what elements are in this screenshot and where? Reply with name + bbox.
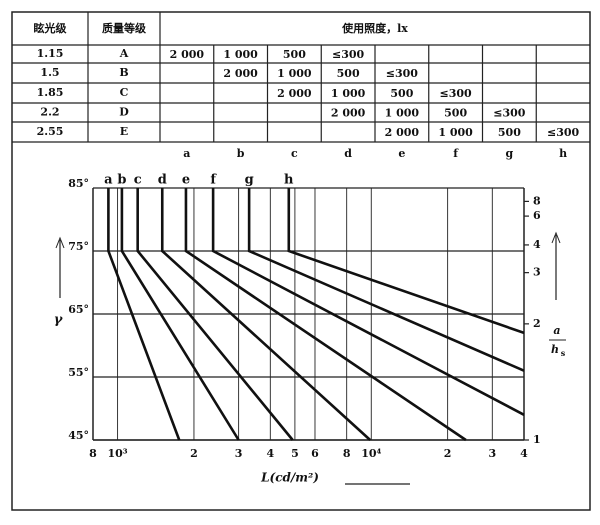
illuminance: 500 xyxy=(337,67,360,80)
column-letter: e xyxy=(398,147,405,160)
x-axis-label: L(cd/m²) xyxy=(260,471,319,485)
y-tick-label: 55° xyxy=(68,366,89,379)
curve xyxy=(247,188,525,372)
column-letter: b xyxy=(237,147,245,160)
column-letter: d xyxy=(344,147,352,160)
illuminance: 2 000 xyxy=(223,67,258,80)
illuminance: ≤300 xyxy=(386,67,419,80)
x-tick-label: 8 xyxy=(89,447,97,460)
curve xyxy=(120,188,240,441)
x-tick-label: 8 xyxy=(343,447,351,460)
y2-tick-label: 4 xyxy=(533,238,541,251)
header: 眩光级 xyxy=(34,21,68,35)
y-tick-label: 65° xyxy=(68,303,89,316)
quality-grade: B xyxy=(119,66,128,79)
illuminance: 500 xyxy=(283,48,306,61)
quality-grade: C xyxy=(120,86,129,99)
curve-label: h xyxy=(284,173,294,188)
frame xyxy=(11,11,591,511)
x-tick-label: 10⁴ xyxy=(361,447,381,460)
arrow-y2-head xyxy=(551,231,561,244)
x-tick-label: 2 xyxy=(444,447,452,460)
y2-label-denominator: h xyxy=(551,343,559,356)
curve xyxy=(211,188,525,416)
y2-tick-label: 3 xyxy=(533,266,541,279)
x-tick-label: 5 xyxy=(291,447,299,460)
illuminance: ≤300 xyxy=(440,87,473,100)
quality-grade: A xyxy=(119,47,129,60)
x-tick-label: 4 xyxy=(266,447,274,460)
x-tick-label: 10³ xyxy=(108,447,128,460)
column-letter: c xyxy=(291,147,298,160)
illuminance: 2 000 xyxy=(277,87,312,100)
x-tick-label: 3 xyxy=(235,447,243,460)
y-tick-label: 45° xyxy=(68,429,89,442)
curve-label: g xyxy=(245,173,254,188)
arrow-y-head xyxy=(55,236,65,249)
column-letter: g xyxy=(506,147,514,160)
curve xyxy=(184,188,467,442)
x-tick-label: 6 xyxy=(311,447,319,460)
illuminance: ≤300 xyxy=(332,48,365,61)
illuminance: 500 xyxy=(444,107,467,120)
column-letter: f xyxy=(453,147,459,160)
column-letter: a xyxy=(183,147,190,160)
illuminance: 2 000 xyxy=(331,107,366,120)
glare-level: 1.85 xyxy=(37,86,64,99)
x-tick-label: 4 xyxy=(520,447,528,460)
glare-level: 1.15 xyxy=(37,47,64,60)
curve xyxy=(160,188,372,441)
illuminance: 1 000 xyxy=(331,87,366,100)
y2-label-numerator: a xyxy=(553,324,560,337)
y2-tick-label: 2 xyxy=(533,317,541,330)
y-tick-label: 75° xyxy=(68,240,89,253)
header: 使用照度，lx xyxy=(341,21,408,35)
illuminance: 2 000 xyxy=(170,48,205,61)
y2-label-subscript: s xyxy=(561,348,566,358)
quality-grade: E xyxy=(120,125,128,138)
glare-level: 1.5 xyxy=(40,66,59,79)
curve-label: d xyxy=(158,173,167,188)
curve xyxy=(287,188,525,335)
curve-label: e xyxy=(182,173,190,188)
glare-level: 2.55 xyxy=(37,125,64,138)
header: 质量等级 xyxy=(102,21,147,35)
curve-label: c xyxy=(134,173,142,188)
curve-label: a xyxy=(104,173,113,188)
y-axis-label: γ xyxy=(54,313,64,328)
illuminance: 500 xyxy=(498,126,521,139)
y2-tick-label: 1 xyxy=(533,433,541,446)
illuminance: 1 000 xyxy=(277,67,312,80)
illuminance: ≤300 xyxy=(547,126,580,139)
curve-label: b xyxy=(117,173,126,188)
curve-label: f xyxy=(210,173,217,188)
y2-tick-label: 6 xyxy=(533,209,541,222)
illuminance: ≤300 xyxy=(493,107,526,120)
y-tick-label: 85° xyxy=(68,177,89,190)
glare-level: 2.2 xyxy=(40,106,59,119)
illuminance: 1 000 xyxy=(438,126,473,139)
quality-grade: D xyxy=(119,106,129,119)
y2-tick-label: 8 xyxy=(533,194,541,207)
illuminance: 2 000 xyxy=(385,126,420,139)
x-tick-label: 3 xyxy=(488,447,496,460)
column-letter: h xyxy=(559,147,567,160)
curve xyxy=(107,188,181,441)
illuminance: 1 000 xyxy=(385,107,420,120)
illuminance: 1 000 xyxy=(223,48,258,61)
illuminance: 500 xyxy=(390,87,413,100)
x-tick-label: 2 xyxy=(190,447,198,460)
curve xyxy=(136,188,294,441)
